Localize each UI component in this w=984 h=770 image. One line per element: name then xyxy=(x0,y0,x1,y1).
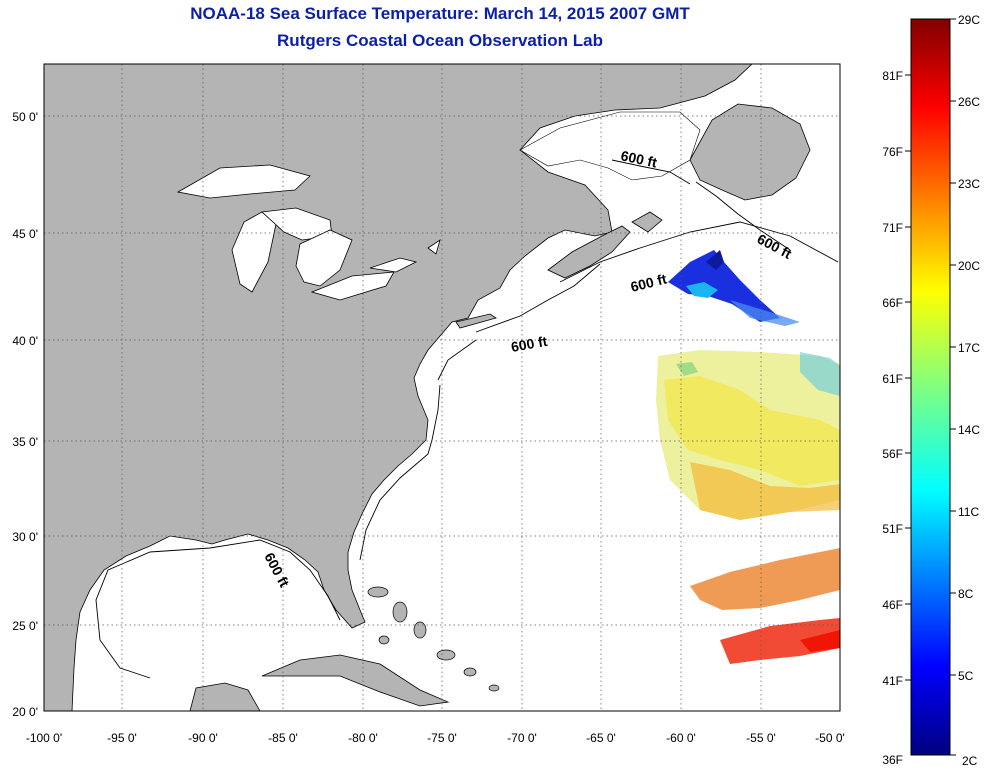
lat-tick-label: 50 0' xyxy=(12,110,38,124)
celsius-label: 2C xyxy=(962,754,978,768)
isobath-600ft xyxy=(95,159,839,679)
celsius-label: 23C xyxy=(958,177,980,191)
map-title: NOAA-18 Sea Surface Temperature: March 1… xyxy=(190,4,690,23)
fahrenheit-label: 71F xyxy=(882,221,903,235)
long-island-land xyxy=(455,313,497,329)
bahamas-islands xyxy=(367,586,500,692)
lon-tick-label: -95 0' xyxy=(107,731,137,745)
celsius-label: 11C xyxy=(958,505,979,519)
lon-tick-label: -90 0' xyxy=(188,731,218,745)
cuba-land xyxy=(261,654,450,707)
lon-tick-label: -50 0' xyxy=(815,731,845,745)
lon-tick-label: -65 0' xyxy=(586,731,616,745)
lon-tick-label: -100 0' xyxy=(26,731,62,745)
north-america-land xyxy=(44,64,753,711)
fahrenheit-label: 76F xyxy=(882,145,903,159)
longitude-axis: -100 0' -95 0' -90 0' -85 0' -80 0' -75 … xyxy=(26,731,845,745)
celsius-label: 17C xyxy=(958,341,980,355)
lat-tick-label: 40 0' xyxy=(12,334,38,348)
lon-tick-label: -80 0' xyxy=(348,731,378,745)
lon-tick-label: -60 0' xyxy=(666,731,696,745)
celsius-label: 26C xyxy=(958,95,980,109)
lat-tick-label: 35 0' xyxy=(12,435,38,449)
fahrenheit-label: 66F xyxy=(882,296,903,310)
fahrenheit-label: 41F xyxy=(882,674,903,688)
great-lakes xyxy=(176,164,441,301)
fahrenheit-label: 51F xyxy=(882,522,903,536)
cape-breton-land xyxy=(631,211,663,233)
celsius-label: 20C xyxy=(958,259,980,273)
fahrenheit-label: 56F xyxy=(882,447,903,461)
lat-tick-label: 20 0' xyxy=(12,705,38,719)
celsius-label: 8C xyxy=(958,587,974,601)
st-lawrence-gulf xyxy=(519,111,701,181)
isobath-label: 600 ft xyxy=(510,333,549,355)
isobath-label: 600 ft xyxy=(619,147,658,170)
fahrenheit-label: 61F xyxy=(882,372,903,386)
colorbar-celsius-labels: 29C 26C 23C 20C 17C 14C 11C 8C 5C 2C xyxy=(958,13,980,768)
lon-tick-label: -85 0' xyxy=(268,731,298,745)
celsius-label: 14C xyxy=(958,423,980,437)
map-subtitle: Rutgers Coastal Ocean Observation Lab xyxy=(277,31,603,50)
temperature-colorbar xyxy=(910,18,951,756)
lat-tick-label: 25 0' xyxy=(12,619,38,633)
fahrenheit-label: 46F xyxy=(882,598,903,612)
lon-tick-label: -75 0' xyxy=(427,731,457,745)
yucatan-land xyxy=(189,682,261,711)
lat-tick-label: 45 0' xyxy=(12,227,38,241)
fahrenheit-label: 81F xyxy=(882,69,903,83)
celsius-label: 5C xyxy=(958,669,974,683)
colorbar-fahrenheit-labels: 81F 76F 71F 66F 61F 56F 51F 46F 41F 36F xyxy=(882,69,903,767)
sst-data-patches xyxy=(656,250,840,664)
newfoundland-land xyxy=(689,103,811,201)
lon-tick-label: -55 0' xyxy=(746,731,776,745)
lon-tick-label: -70 0' xyxy=(507,731,537,745)
latitude-axis: 20 0' 25 0' 30 0' 35 0' 40 0' 45 0' 50 0… xyxy=(12,110,38,719)
fahrenheit-label: 36F xyxy=(882,753,903,767)
nova-scotia-land xyxy=(547,225,631,279)
colorbar-ticks xyxy=(905,18,956,756)
celsius-label: 29C xyxy=(958,13,980,27)
lat-tick-label: 30 0' xyxy=(12,530,38,544)
